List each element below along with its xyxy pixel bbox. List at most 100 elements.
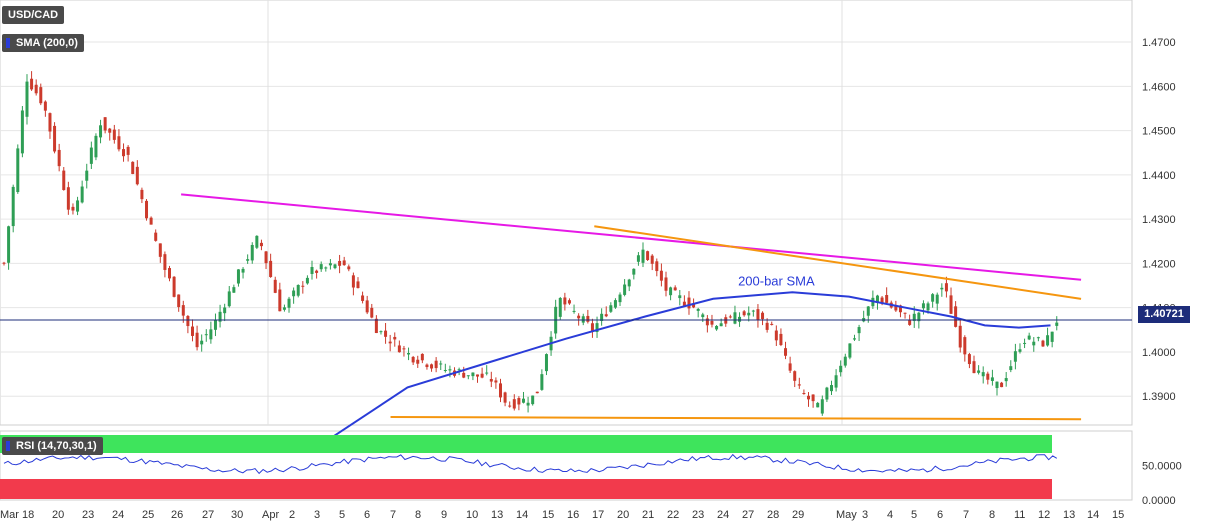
rsi-layer [0, 435, 1058, 499]
x-tick-label: 16 [567, 509, 579, 521]
candle [30, 71, 34, 91]
candle [232, 284, 236, 293]
candle [981, 366, 985, 384]
candle [338, 254, 342, 274]
candle [825, 386, 829, 403]
sma-indicator-badge[interactable]: SMA (200,0) [2, 34, 84, 52]
x-tick-label: 9 [441, 509, 447, 521]
x-tick-label: 8 [415, 509, 421, 521]
rsi-indicator-label: RSI (14,70,30,1) [16, 440, 97, 452]
candle [1041, 339, 1045, 347]
candle [103, 117, 107, 134]
candle [140, 187, 144, 204]
x-tick-label: 13 [1063, 509, 1075, 521]
candle [544, 353, 548, 376]
candle [282, 304, 286, 312]
candle [462, 366, 466, 379]
candle [466, 375, 470, 380]
candle [195, 325, 199, 351]
candle [761, 311, 765, 326]
candle [315, 269, 319, 279]
candle [540, 369, 544, 391]
candle [172, 276, 176, 298]
candle [356, 277, 360, 289]
candle [655, 258, 659, 277]
candle [715, 325, 719, 331]
x-tick-label: 7 [390, 509, 396, 521]
candle [71, 203, 75, 215]
candle [361, 291, 365, 304]
candle [213, 313, 217, 337]
candle [34, 79, 38, 96]
candle [820, 395, 824, 416]
candle [163, 251, 167, 278]
candle [296, 284, 300, 298]
candle [25, 74, 29, 125]
x-tick-label: 3 [862, 509, 868, 521]
candle [590, 318, 594, 338]
candle [747, 306, 751, 322]
candle [227, 286, 231, 308]
candle [770, 321, 774, 326]
candle [613, 298, 617, 309]
candle [807, 392, 811, 407]
candle [857, 324, 861, 342]
candle [682, 295, 686, 307]
candle [209, 321, 213, 344]
candle [273, 276, 277, 294]
candle [177, 294, 181, 312]
candle [393, 332, 397, 347]
candle [379, 330, 383, 335]
candle [862, 310, 866, 323]
x-tick-label: 10 [466, 509, 478, 521]
candle [802, 389, 806, 395]
candle [278, 282, 282, 312]
candle [977, 365, 981, 375]
candle [604, 306, 608, 318]
resistance-orange-trendline [594, 225, 1082, 300]
candle [733, 305, 737, 325]
candle [48, 112, 52, 139]
candle [535, 391, 539, 394]
candle [498, 378, 502, 403]
candle [944, 276, 948, 298]
candle [158, 243, 162, 263]
x-tick-label: 15 [1112, 509, 1124, 521]
candle [480, 367, 484, 379]
candle [112, 124, 116, 144]
rsi-tick-label: 0.0000 [1142, 495, 1176, 507]
candle [816, 401, 820, 408]
candle [710, 314, 714, 328]
candle [696, 307, 700, 318]
candle [236, 269, 240, 287]
candle [503, 391, 507, 407]
candle [871, 290, 875, 309]
candle [673, 285, 677, 291]
candle [940, 283, 944, 297]
candle [581, 313, 585, 326]
candle [774, 325, 778, 346]
rsi-indicator-badge[interactable]: RSI (14,70,30,1) [2, 437, 103, 455]
candle [567, 298, 571, 305]
candle [811, 394, 815, 408]
support-orange-trendline [390, 416, 1082, 421]
x-tick-label: 23 [692, 509, 704, 521]
x-tick-label: 28 [767, 509, 779, 521]
candle [586, 309, 590, 324]
x-tick-label: 26 [171, 509, 183, 521]
candle [577, 313, 581, 326]
candle [301, 281, 305, 294]
candle [636, 252, 640, 266]
x-tick-label: 5 [339, 509, 345, 521]
candle [122, 143, 126, 162]
candle [554, 299, 558, 339]
candle [1018, 343, 1022, 354]
y-tick-label: 1.4500 [1142, 126, 1176, 138]
candle [425, 363, 429, 370]
candle [1055, 316, 1059, 331]
candle [724, 314, 728, 327]
sma-annotation: 200-bar SMA [738, 274, 815, 289]
x-tick-label: 2 [289, 509, 295, 521]
candle [370, 303, 374, 319]
